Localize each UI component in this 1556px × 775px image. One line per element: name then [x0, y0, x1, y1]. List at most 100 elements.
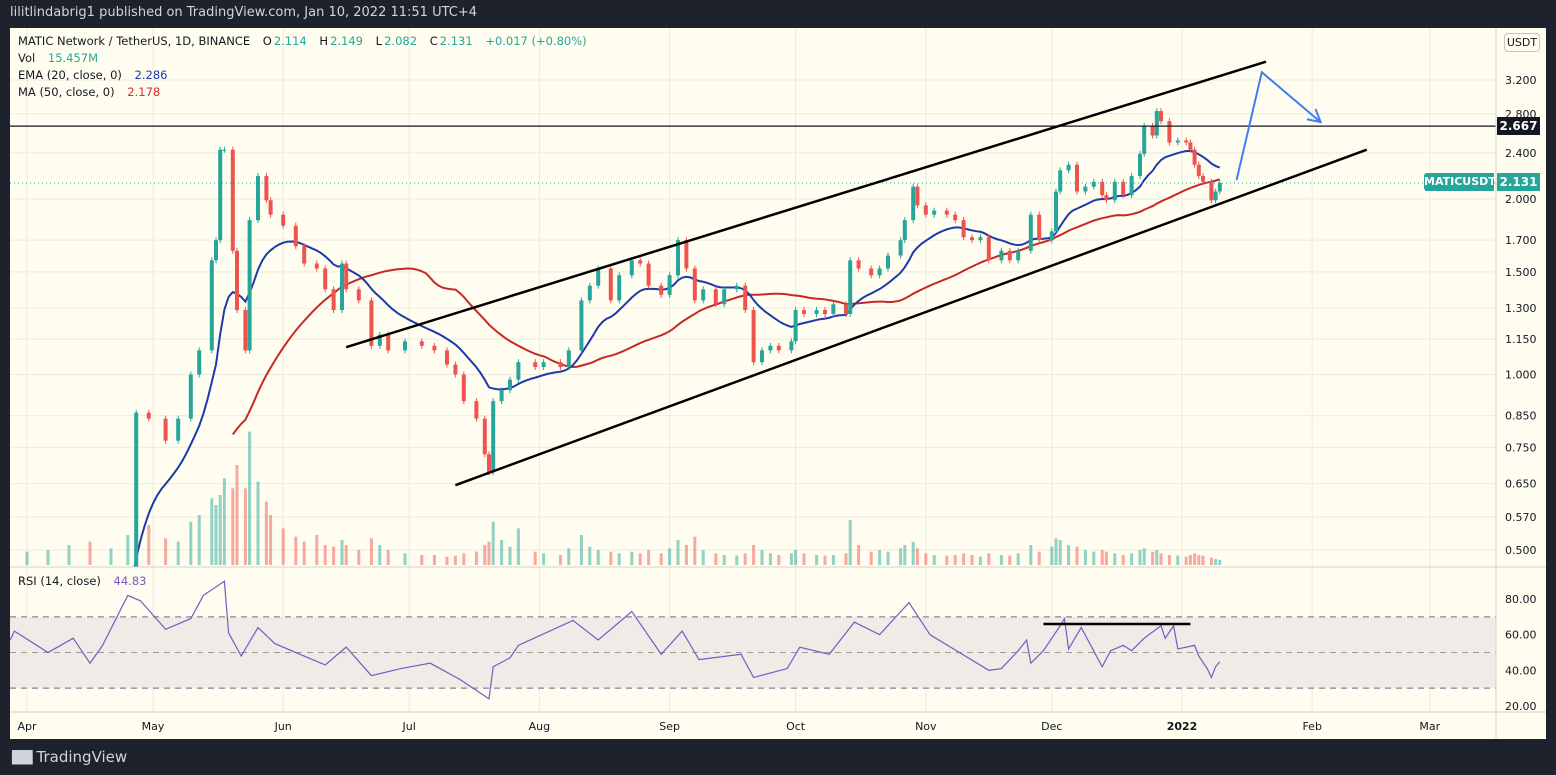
- volume-bar: [789, 553, 793, 565]
- candle: [684, 240, 689, 269]
- candle: [1213, 191, 1218, 201]
- volume-bar: [676, 540, 680, 565]
- candle: [1104, 195, 1109, 201]
- channel-upper-trendline[interactable]: [345, 60, 1267, 349]
- candle: [646, 263, 651, 286]
- candle: [1054, 191, 1058, 232]
- price-axis[interactable]: 3.2002.8002.4002.0001.7001.5001.3001.150…: [1505, 74, 1537, 557]
- candle: [1016, 250, 1021, 261]
- volume-bar: [1184, 556, 1188, 565]
- candle: [768, 345, 773, 351]
- candle: [461, 374, 466, 402]
- candle: [386, 334, 391, 351]
- price-tick-label: 2.000: [1505, 193, 1537, 206]
- candle: [445, 350, 449, 365]
- volume-bar: [1121, 555, 1125, 565]
- volume-bar: [684, 545, 688, 565]
- volume-bar: [1050, 546, 1054, 565]
- volume-value: 15.457M: [47, 51, 99, 65]
- volume-bar: [668, 548, 672, 565]
- volume-bar: [1214, 559, 1218, 565]
- candle: [638, 260, 643, 264]
- channel-lower-trendline[interactable]: [454, 148, 1368, 487]
- candle: [1159, 111, 1163, 122]
- volume-bar: [1151, 551, 1155, 565]
- low-value: 2.082: [384, 34, 418, 48]
- volume-bar: [924, 553, 928, 565]
- ema20-line: [133, 149, 1221, 567]
- candle: [235, 250, 239, 311]
- candle: [403, 341, 407, 351]
- candle: [844, 304, 848, 314]
- volume-bar: [987, 553, 991, 565]
- candle: [902, 220, 907, 241]
- volume-bar: [978, 556, 982, 565]
- volume-bar: [815, 555, 819, 565]
- volume-bar: [1159, 553, 1163, 565]
- candle: [1100, 181, 1105, 196]
- volume-label: Vol: [18, 51, 36, 65]
- time-tick-label: Nov: [915, 720, 937, 733]
- brand-name: TradingView: [36, 748, 128, 766]
- volume-bar: [701, 550, 705, 565]
- volume-bar: [462, 553, 466, 565]
- volume-bar: [218, 495, 222, 565]
- price-pane[interactable]: [10, 60, 1496, 610]
- ma-label: MA (50, close, 0): [18, 85, 115, 99]
- volume-bar: [596, 550, 600, 565]
- candle: [579, 300, 584, 351]
- projection-arrow[interactable]: [1235, 70, 1322, 181]
- candle: [1167, 121, 1172, 143]
- volume-bar: [1113, 553, 1117, 565]
- candle: [268, 200, 273, 215]
- candle: [558, 362, 563, 368]
- candle: [197, 350, 202, 375]
- price-tick-label: 1.500: [1505, 266, 1537, 279]
- volume-bar: [848, 520, 852, 565]
- high-value: 2.149: [330, 34, 364, 48]
- ma50-line: [231, 178, 1221, 436]
- candle: [1058, 170, 1063, 192]
- volume-bar: [609, 551, 613, 565]
- volume-bar: [1130, 553, 1134, 565]
- footer-brand[interactable]: ▇▇ TradingView: [12, 748, 127, 766]
- rsi-pane[interactable]: [10, 580, 1496, 700]
- candle: [243, 310, 248, 351]
- currency-button[interactable]: USDT: [1504, 33, 1540, 52]
- candle: [856, 260, 861, 269]
- candle: [377, 334, 382, 346]
- volume-bar: [1083, 550, 1087, 565]
- volume-bar: [344, 545, 348, 565]
- candle: [163, 418, 168, 441]
- candle: [1066, 164, 1071, 171]
- volume-bar: [1104, 551, 1108, 565]
- candle: [1154, 111, 1159, 136]
- candle: [1049, 231, 1054, 241]
- volume-bar: [932, 555, 936, 565]
- volume-bar: [579, 535, 583, 565]
- volume-bar: [483, 545, 487, 565]
- volume-bar: [915, 548, 919, 565]
- volume-bar: [256, 481, 260, 565]
- candle: [1112, 181, 1117, 201]
- volume-bar: [1016, 553, 1020, 565]
- candle: [323, 268, 328, 290]
- volume-bar: [588, 546, 592, 565]
- candle: [1083, 186, 1088, 192]
- ma-legend: MA (50, close, 0) 2.178: [18, 85, 162, 99]
- time-axis[interactable]: Apr May Jun Jul Aug Sep Oct Nov Dec 2022 Feb Mar: [17, 720, 1440, 733]
- rsi-axis[interactable]: 80.00 60.00 40.00 20.00: [1505, 593, 1537, 713]
- candle: [932, 210, 937, 215]
- rsi-value: 44.83: [113, 574, 147, 588]
- candle: [1129, 176, 1134, 196]
- ema-label: EMA (20, close, 0): [18, 68, 122, 82]
- volume-bar: [109, 548, 113, 565]
- volume-bar: [903, 545, 907, 565]
- volume-bar: [420, 555, 424, 565]
- volume-bar: [714, 553, 718, 565]
- volume-bar: [231, 488, 235, 565]
- price-tick-label: 0.650: [1505, 478, 1537, 491]
- candle: [1150, 125, 1155, 136]
